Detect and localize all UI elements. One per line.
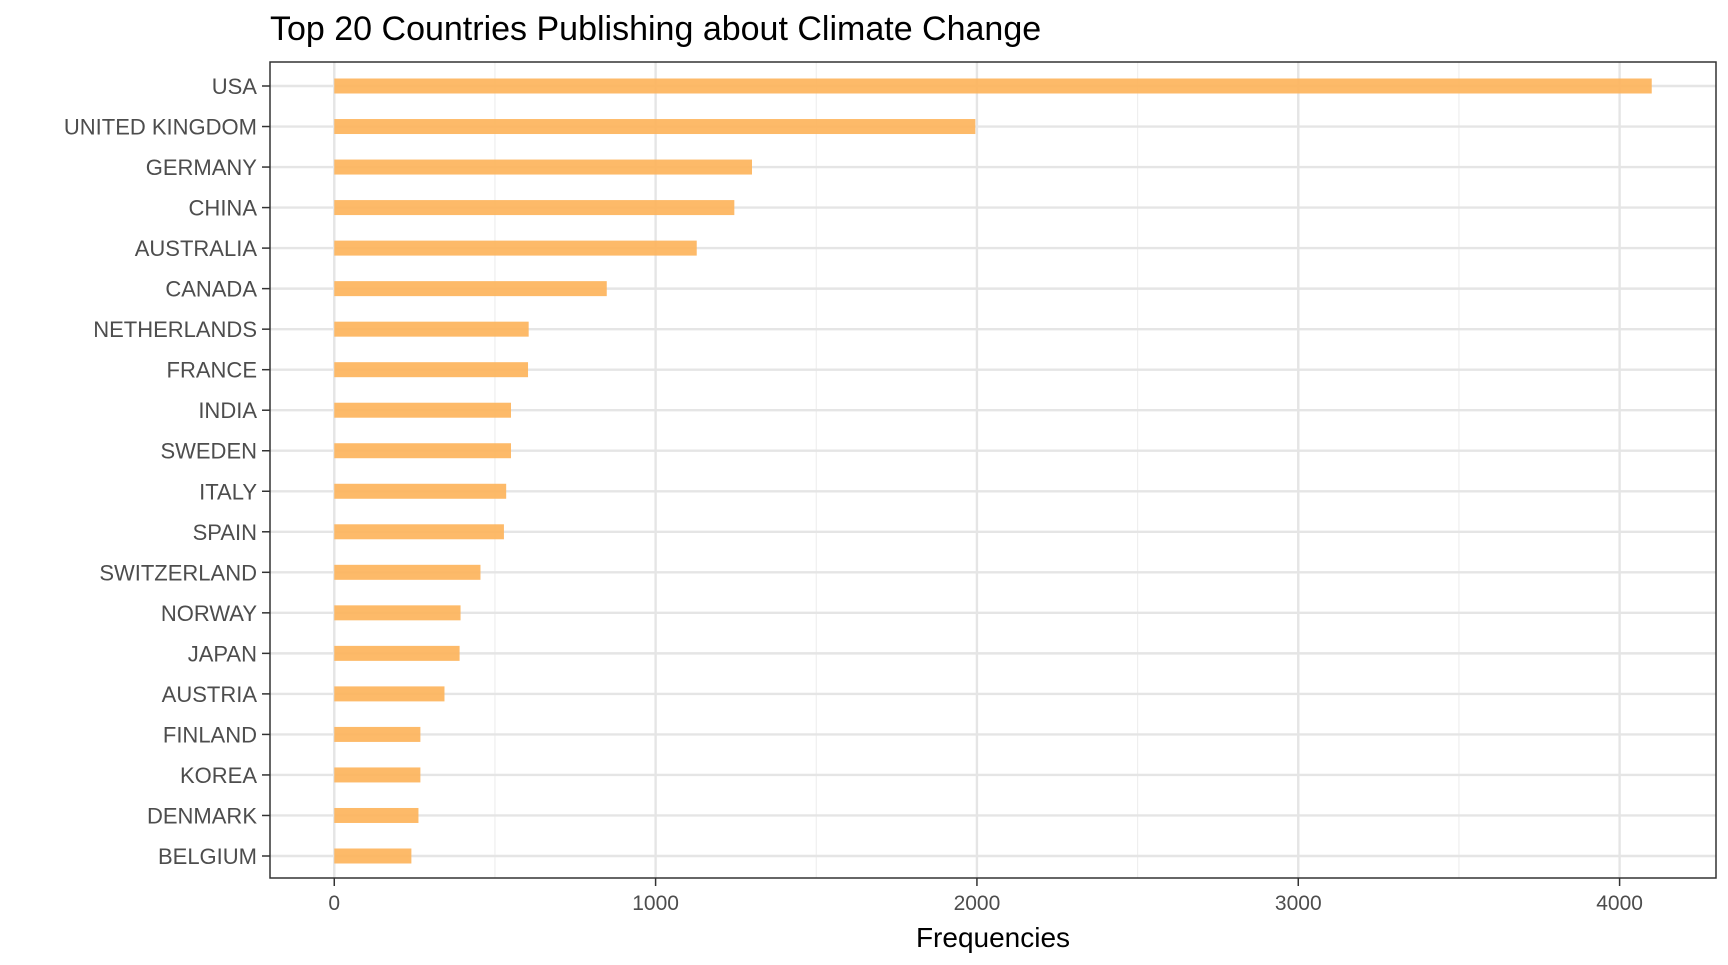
x-tick-label: 1000 [632, 892, 679, 915]
y-tick-label: GERMANY [146, 155, 258, 180]
x-axis: 0 1000 2000 3000 4000 [328, 878, 1643, 915]
bar-canada [334, 281, 607, 297]
bar-spain [334, 524, 504, 540]
bar-korea [334, 767, 421, 783]
y-tick-label: DENMARK [147, 803, 257, 828]
bar-italy [334, 483, 507, 499]
bar-china [334, 200, 735, 216]
chart-title: Top 20 Countries Publishing about Climat… [270, 10, 1041, 48]
y-tick-label: INDIA [198, 398, 257, 423]
y-tick-label: JAPAN [188, 641, 257, 666]
bar-japan [334, 645, 460, 661]
y-tick-label: NORWAY [161, 601, 257, 626]
y-tick-label: USA [212, 74, 258, 99]
y-tick-label: BELGIUM [158, 844, 257, 869]
bar-sweden [334, 443, 511, 459]
bar-netherlands [334, 321, 529, 337]
y-tick-label: KOREA [180, 763, 257, 788]
bar-finland [334, 726, 421, 742]
bar-germany [334, 159, 752, 175]
y-axis: USA UNITED KINGDOM GERMANY CHINA AUSTRALIA CA… [64, 74, 270, 869]
y-tick-label: UNITED KINGDOM [64, 115, 257, 140]
y-tick-label: NETHERLANDS [93, 317, 257, 342]
y-tick-label: FRANCE [167, 358, 257, 383]
y-tick-label: CHINA [189, 196, 258, 221]
y-tick-label: AUSTRIA [162, 682, 258, 707]
y-tick-label: CANADA [165, 277, 257, 302]
bar-norway [334, 605, 461, 621]
x-tick-label: 0 [328, 892, 340, 915]
bars [334, 78, 1652, 864]
bar-belgium [334, 848, 412, 864]
x-tick-label: 2000 [954, 892, 1001, 915]
bar-usa [334, 78, 1652, 94]
plot-panel-border [269, 61, 1717, 879]
x-tick-label: 3000 [1275, 892, 1322, 915]
bar-denmark [334, 807, 419, 823]
x-tick-label: 4000 [1596, 892, 1643, 915]
y-tick-label: FINLAND [163, 722, 257, 747]
y-tick-label: SWEDEN [160, 439, 257, 464]
y-tick-label: ITALY [199, 479, 257, 504]
bar-france [334, 362, 529, 378]
y-tick-label: AUSTRALIA [135, 236, 258, 261]
y-tick-label: SWITZERLAND [99, 560, 257, 585]
bar-australia [334, 240, 697, 256]
bar-united-kingdom [334, 119, 976, 135]
bar-switzerland [334, 564, 481, 580]
bar-austria [334, 686, 445, 702]
x-axis-title: Frequencies [916, 922, 1070, 953]
y-tick-label: SPAIN [193, 520, 257, 545]
bar-india [334, 402, 511, 418]
